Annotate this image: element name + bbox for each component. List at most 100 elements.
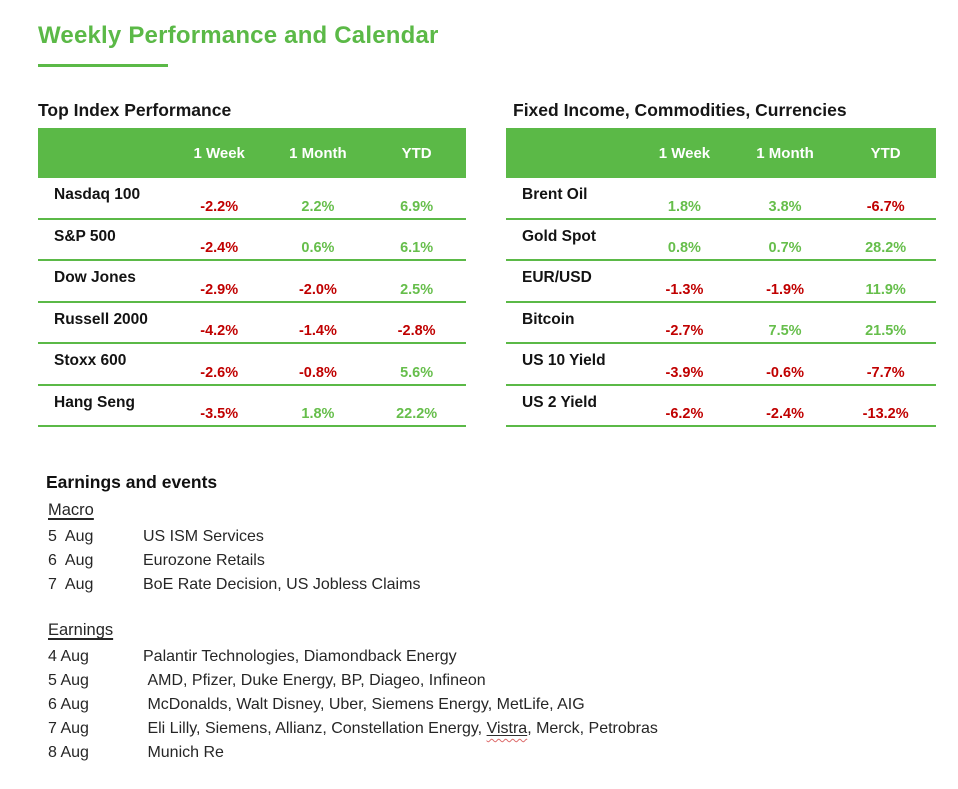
- value-ytd: 6.9%: [400, 198, 434, 215]
- value-1week: -4.2%: [200, 323, 239, 339]
- index-table-header-row: 1 Week 1 Month YTD: [38, 128, 466, 178]
- value-1week: -3.5%: [200, 406, 239, 422]
- event-date: 5 Aug: [48, 528, 94, 545]
- value-1month: 1.8%: [301, 406, 335, 422]
- ficc-table: 1 Week 1 Month YTD Brent Oil 1.8% 3.8% -…: [506, 128, 936, 427]
- event-date: 7 Aug: [48, 720, 89, 737]
- macro-heading: Macro: [48, 501, 94, 519]
- value-ytd: -6.7%: [866, 198, 905, 215]
- event-text: Palantir Technologies, Diamondback Energ…: [143, 648, 457, 665]
- event-text: Eli Lilly, Siemens, Allianz, Constellati…: [143, 720, 658, 737]
- value-1week: 1.8%: [667, 198, 701, 215]
- index-table-title: Top Index Performance: [38, 100, 232, 120]
- event-date: 8 Aug: [48, 744, 89, 761]
- row-label: S&P 500: [54, 227, 116, 245]
- value-1month: -0.8%: [298, 364, 337, 381]
- event-text: US ISM Services: [143, 528, 264, 545]
- value-1week: 0.8%: [667, 240, 701, 256]
- row-label: Hang Seng: [54, 393, 135, 411]
- value-1month: 7.5%: [768, 323, 802, 339]
- value-ytd: 2.5%: [400, 281, 434, 298]
- event-date: 6 Aug: [48, 552, 94, 569]
- column-header-ytd: YTD: [870, 144, 901, 162]
- page-title: Weekly Performance and Calendar: [38, 22, 439, 49]
- event-text: AMD, Pfizer, Duke Energy, BP, Diageo, In…: [143, 672, 486, 689]
- value-1week: -2.6%: [200, 364, 239, 381]
- value-1month: 2.2%: [301, 198, 335, 215]
- row-label: Gold Spot: [522, 227, 597, 245]
- row-label: EUR/USD: [522, 269, 592, 286]
- column-header-1month: 1 Month: [289, 144, 347, 162]
- spellcheck-word: Vistra: [486, 720, 528, 737]
- row-label: Nasdaq 100: [54, 186, 141, 203]
- column-header-1week: 1 Week: [193, 144, 245, 162]
- value-1month: 3.8%: [768, 198, 802, 215]
- macro-event: 5 Aug US ISM Services: [48, 525, 928, 549]
- row-label: Russell 2000: [54, 310, 148, 328]
- macro-event: 6 Aug Eurozone Retails: [48, 549, 928, 573]
- value-1month: -2.4%: [766, 406, 804, 422]
- index-performance-table: 1 Week 1 Month YTD Nasdaq 100 -2.2% 2.2%…: [38, 128, 466, 427]
- event-date: 6 Aug: [48, 696, 89, 713]
- event-date: 7 Aug: [48, 576, 94, 593]
- row-label: Bitcoin: [522, 310, 575, 328]
- value-1week: -2.2%: [200, 198, 239, 215]
- calendar-title: Earnings and events: [46, 472, 218, 492]
- table-row-hang-seng: Hang Seng -3.5% 1.8% 22.2%: [38, 386, 466, 427]
- row-label: Brent Oil: [522, 186, 588, 203]
- event-text: BoE Rate Decision, US Jobless Claims: [143, 576, 421, 593]
- row-label: US 10 Yield: [522, 352, 606, 369]
- macro-event-list: 5 Aug US ISM Services 6 Aug Eurozone Ret…: [48, 525, 928, 597]
- value-1month: -1.4%: [298, 323, 337, 339]
- value-1week: -2.9%: [200, 281, 239, 298]
- table-row-stoxx-600: Stoxx 600 -2.6% -0.8% 5.6%: [38, 344, 466, 386]
- value-1week: -6.2%: [665, 406, 704, 422]
- column-header-1week: 1 Week: [658, 144, 711, 162]
- value-ytd: 6.1%: [400, 240, 434, 256]
- value-1month: -2.0%: [298, 281, 337, 298]
- row-label: Dow Jones: [54, 269, 136, 286]
- macro-event: 7 Aug BoE Rate Decision, US Jobless Clai…: [48, 573, 928, 597]
- table-row-eur-usd: EUR/USD -1.3% -1.9% 11.9%: [506, 261, 936, 303]
- event-text: McDonalds, Walt Disney, Uber, Siemens En…: [143, 696, 585, 713]
- value-1week: -3.9%: [665, 364, 704, 381]
- table-row-bitcoin: Bitcoin -2.7% 7.5% 21.5%: [506, 303, 936, 344]
- value-ytd: 11.9%: [865, 281, 906, 298]
- value-1week: -1.3%: [665, 281, 704, 298]
- title-underline: [38, 64, 168, 67]
- value-ytd: -2.8%: [397, 323, 436, 339]
- value-ytd: 22.2%: [396, 406, 438, 422]
- earnings-event: 7 Aug Eli Lilly, Siemens, Allianz, Const…: [48, 717, 928, 741]
- table-row-brent-oil: Brent Oil 1.8% 3.8% -6.7%: [506, 178, 936, 220]
- row-label: US 2 Yield: [522, 393, 597, 411]
- table-row-dow-jones: Dow Jones -2.9% -2.0% 2.5%: [38, 261, 466, 303]
- value-ytd: -13.2%: [862, 406, 909, 422]
- value-ytd: 5.6%: [400, 364, 434, 381]
- table-row-us-10-yield: US 10 Yield -3.9% -0.6% -7.7%: [506, 344, 936, 386]
- value-1month: -0.6%: [766, 364, 804, 381]
- earnings-event: 6 Aug McDonalds, Walt Disney, Uber, Siem…: [48, 693, 928, 717]
- ficc-table-header-row: 1 Week 1 Month YTD: [506, 128, 936, 178]
- table-row-sp-500: S&P 500 -2.4% 0.6% 6.1%: [38, 220, 466, 261]
- value-1week: -2.4%: [200, 240, 239, 256]
- value-1week: -2.7%: [665, 323, 704, 339]
- earnings-event-list: 4 Aug Palantir Technologies, Diamondback…: [48, 645, 928, 765]
- event-text: Munich Re: [143, 744, 224, 761]
- earnings-event: 8 Aug Munich Re: [48, 741, 928, 765]
- earnings-event: 5 Aug AMD, Pfizer, Duke Energy, BP, Diag…: [48, 669, 928, 693]
- table-row-us-2-yield: US 2 Yield -6.2% -2.4% -13.2%: [506, 386, 936, 427]
- earnings-heading: Earnings: [48, 621, 114, 639]
- event-date: 4 Aug: [48, 648, 89, 665]
- row-label: Stoxx 600: [54, 352, 127, 369]
- column-header-1month: 1 Month: [756, 144, 814, 162]
- value-ytd: -7.7%: [866, 364, 905, 381]
- column-header-ytd: YTD: [401, 144, 432, 162]
- value-ytd: 28.2%: [865, 240, 907, 256]
- value-1month: 0.6%: [301, 240, 335, 256]
- table-row-gold-spot: Gold Spot 0.8% 0.7% 28.2%: [506, 220, 936, 261]
- earnings-event: 4 Aug Palantir Technologies, Diamondback…: [48, 645, 928, 669]
- value-1month: -1.9%: [766, 281, 804, 298]
- ficc-table-title: Fixed Income, Commodities, Currencies: [513, 100, 847, 120]
- event-text: Eurozone Retails: [143, 552, 265, 569]
